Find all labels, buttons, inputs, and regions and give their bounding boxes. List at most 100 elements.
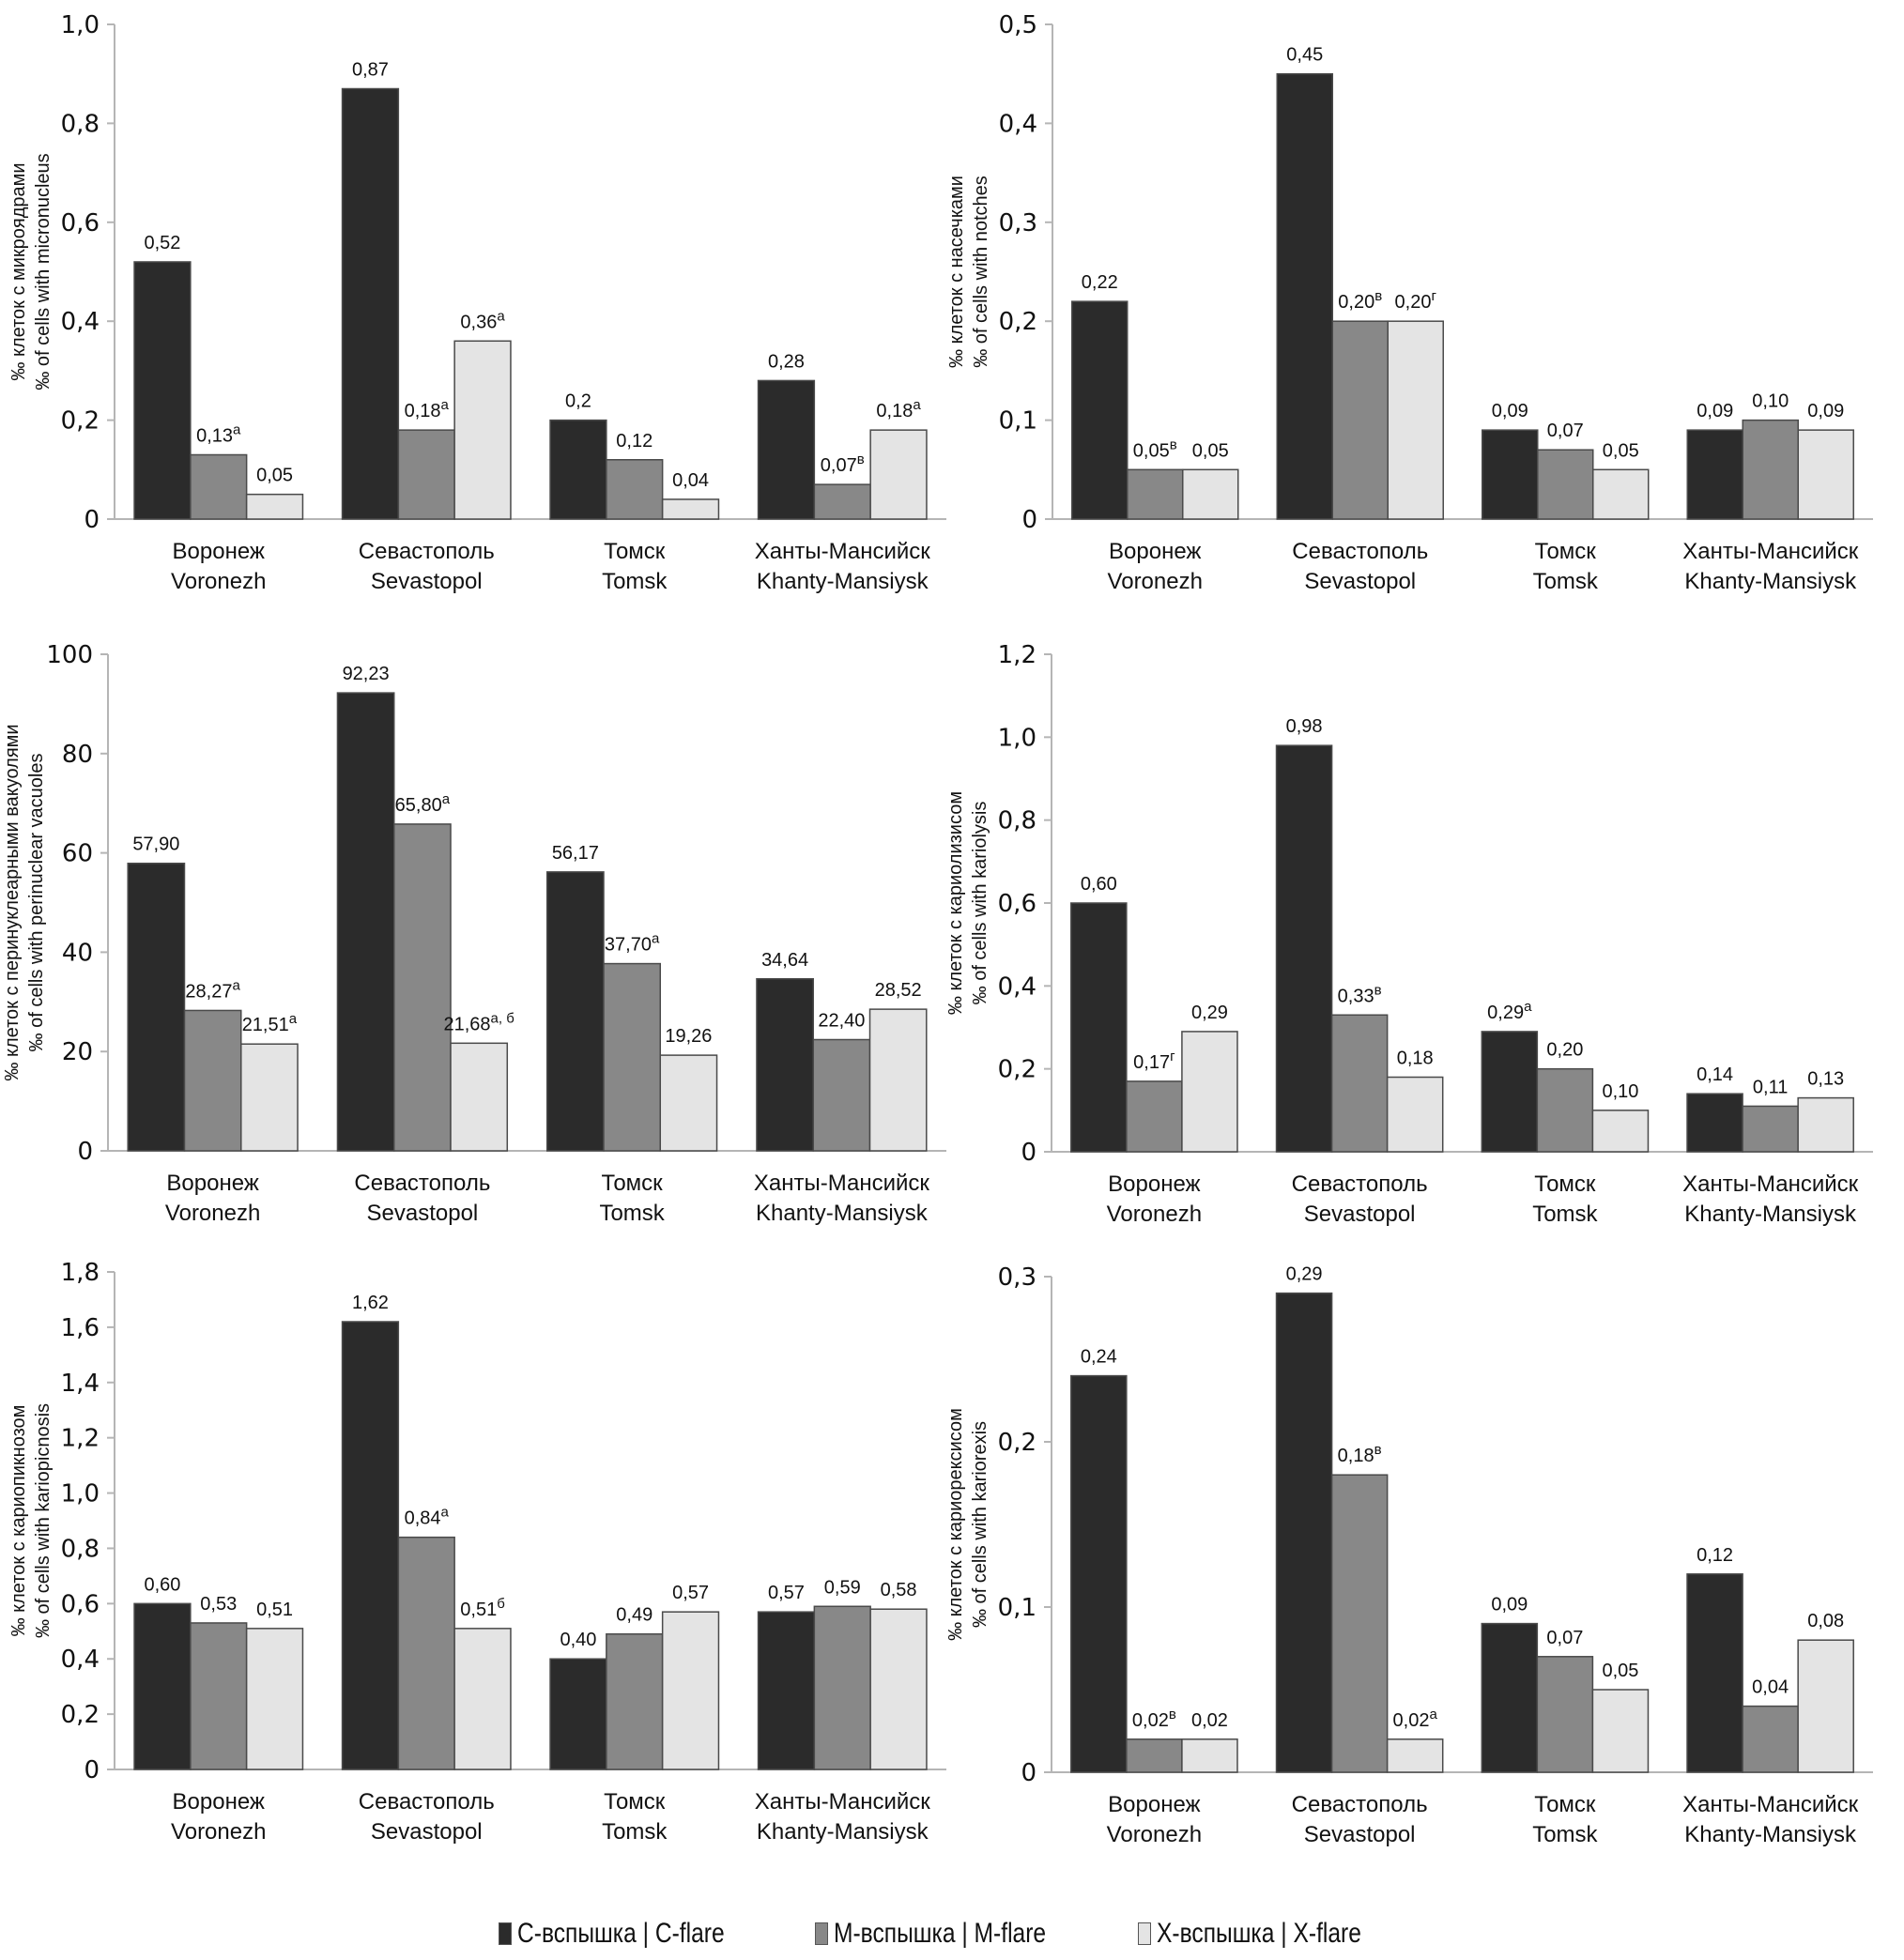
y-tick-label: 0 [77, 1138, 93, 1166]
data-label: 34,64 [761, 950, 808, 971]
data-label-superscript: в [1374, 982, 1382, 998]
legend-label-m-flare: М-вспышка | M-flare [833, 1918, 1046, 1949]
bar-x-flare [1387, 320, 1444, 520]
data-label: 0,29 [1286, 1264, 1323, 1285]
y-axis-title-line: ‰ клеток с перинуклеарными вакуолями [2, 724, 23, 1080]
x-tick-label: Sevastopol [371, 1819, 483, 1845]
data-label: 0,22 [1082, 272, 1118, 293]
bar-x-flare [868, 1008, 928, 1152]
y-tick-label: 1,2 [998, 641, 1036, 669]
data-label: 28,27а [185, 977, 240, 1002]
data-label: 0,05в [1133, 436, 1177, 461]
data-label: 0,10 [1602, 1081, 1638, 1102]
y-tick-label: 40 [62, 939, 93, 967]
x-tick-label: Sevastopol [1304, 1822, 1416, 1847]
data-label: 0,87 [352, 60, 389, 81]
data-label: 0,02а [1393, 1707, 1438, 1731]
x-tick-label: Томск [602, 1171, 664, 1196]
bar-c-flare [1070, 1374, 1128, 1773]
x-tick-label: Воронеж [1108, 1792, 1200, 1817]
chart-svg: 0 0,1 0,2 0,3 ‰ клеток с кариорексисом ‰ of c… [945, 1263, 1873, 1847]
data-label: 0,12 [1697, 1545, 1733, 1566]
data-label-superscript: в [1374, 1442, 1382, 1458]
bar-x-flare [1797, 1639, 1854, 1773]
legend-item-m-flare: М-вспышка | M-flare [814, 1918, 1093, 1950]
y-tick-label: 0,2 [998, 1056, 1036, 1084]
data-label: 0,05 [1603, 440, 1639, 461]
data-label-superscript: а [232, 977, 240, 993]
bar-m-flare [812, 1038, 871, 1152]
data-label: 0,14 [1697, 1064, 1733, 1085]
x-tick-label: Khanty-Mansiysk [1684, 1202, 1857, 1227]
x-tick-label: Томск [1534, 1171, 1596, 1197]
bar-x-flare [661, 1611, 720, 1770]
data-label: 0,09 [1697, 401, 1733, 421]
x-tick-label: Tomsk [602, 569, 668, 594]
data-label-superscript: а [913, 397, 921, 413]
chart-notches: 0 0,1 0,2 0,3 0,4 0,5 ‰ клеток с насечками ‰ of… [939, 0, 1904, 638]
y-tick-label: 0,6 [61, 1590, 100, 1618]
data-label: 0,07 [1547, 421, 1584, 441]
data-label: 0,57 [672, 1583, 709, 1603]
bar-c-flare [336, 692, 395, 1152]
data-label: 21,51а [242, 1011, 298, 1035]
y-tick-label: 1,2 [61, 1425, 100, 1453]
y-tick-label: 0,4 [61, 1646, 100, 1674]
x-tick-label: Voronezh [165, 1201, 260, 1226]
bar-x-flare [450, 1042, 509, 1152]
bar-c-flare [127, 862, 186, 1152]
legend-label-c-flare: С-вспышка | C-flare [516, 1918, 725, 1949]
data-label: 0,60 [1081, 874, 1117, 895]
bar-c-flare [341, 87, 400, 520]
x-tick-label: Sevastopol [367, 1201, 479, 1226]
data-label: 22,40 [818, 1011, 865, 1032]
data-label: 0,52 [144, 233, 180, 253]
y-tick-label: 0,6 [998, 890, 1036, 918]
chart-svg: 0 0,2 0,4 0,6 0,8 1,0 1,2 1,4 1,6 1,8 ‰ клеток с к… [8, 1259, 946, 1845]
x-tick-label: Voronezh [171, 569, 266, 594]
bar-m-flare [1742, 419, 1799, 520]
y-tick-label: 0,2 [61, 407, 100, 436]
x-tick-label: Севастополь [359, 539, 495, 564]
y-tick-label: 0,4 [61, 308, 100, 336]
x-tick-label: Ханты-Мансийск [1682, 1171, 1859, 1197]
bar-c-flare [341, 1321, 400, 1770]
y-tick-label: 20 [62, 1038, 93, 1066]
y-tick-label: 0 [1021, 506, 1037, 534]
y-tick-label: 0,4 [999, 110, 1037, 138]
data-label: 0,18 [1397, 1049, 1434, 1069]
bar-c-flare [1275, 1292, 1333, 1773]
x-tick-label: Tomsk [1532, 1822, 1598, 1847]
y-axis-title: ‰ клеток с перинуклеарными вакуолями ‰ of… [2, 724, 47, 1080]
bar-c-flare [1686, 1573, 1743, 1773]
chart-kariopicnosis: 0 0,2 0,4 0,6 0,8 1,0 1,2 1,4 1,6 1,8 ‰ клеток с к… [0, 1258, 946, 1896]
y-tick-label: 1,0 [998, 724, 1036, 752]
x-tick-label: Tomsk [599, 1201, 665, 1226]
y-tick-label: 0,8 [61, 110, 100, 138]
bar-c-flare [549, 1658, 607, 1770]
data-label: 0,18в [1338, 1442, 1382, 1466]
x-tick-label: Khanty-Mansiysk [1684, 1822, 1857, 1847]
x-tick-label: Sevastopol [1304, 1202, 1416, 1227]
x-tick-label: Ханты-Мансийск [1682, 539, 1859, 564]
y-tick-label: 0 [84, 1756, 100, 1784]
bar-m-flare [1126, 1738, 1183, 1773]
data-label: 0,59 [824, 1577, 861, 1598]
x-tick-label: Севастополь [1292, 1171, 1428, 1197]
data-label: 0,13а [196, 421, 241, 446]
x-tick-label: Ханты-Мансийск [755, 1789, 931, 1815]
x-tick-label: Севастополь [359, 1789, 495, 1815]
y-tick-label: 0 [1021, 1759, 1036, 1787]
bar-m-flare [397, 429, 455, 520]
x-tick-label: Sevastopol [1304, 569, 1416, 594]
bar-m-flare [1330, 1014, 1389, 1153]
bar-c-flare [1482, 429, 1539, 520]
data-label: 0,05 [1192, 440, 1229, 461]
bar-m-flare [190, 1622, 248, 1770]
data-label-superscript: а [441, 1505, 450, 1521]
y-tick-label: 0,3 [998, 1263, 1036, 1292]
data-label-superscript: а [1524, 999, 1532, 1015]
x-tick-label: Севастополь [354, 1171, 490, 1196]
data-label: 0,07 [1546, 1628, 1583, 1648]
bar-c-flare [1481, 1031, 1539, 1153]
